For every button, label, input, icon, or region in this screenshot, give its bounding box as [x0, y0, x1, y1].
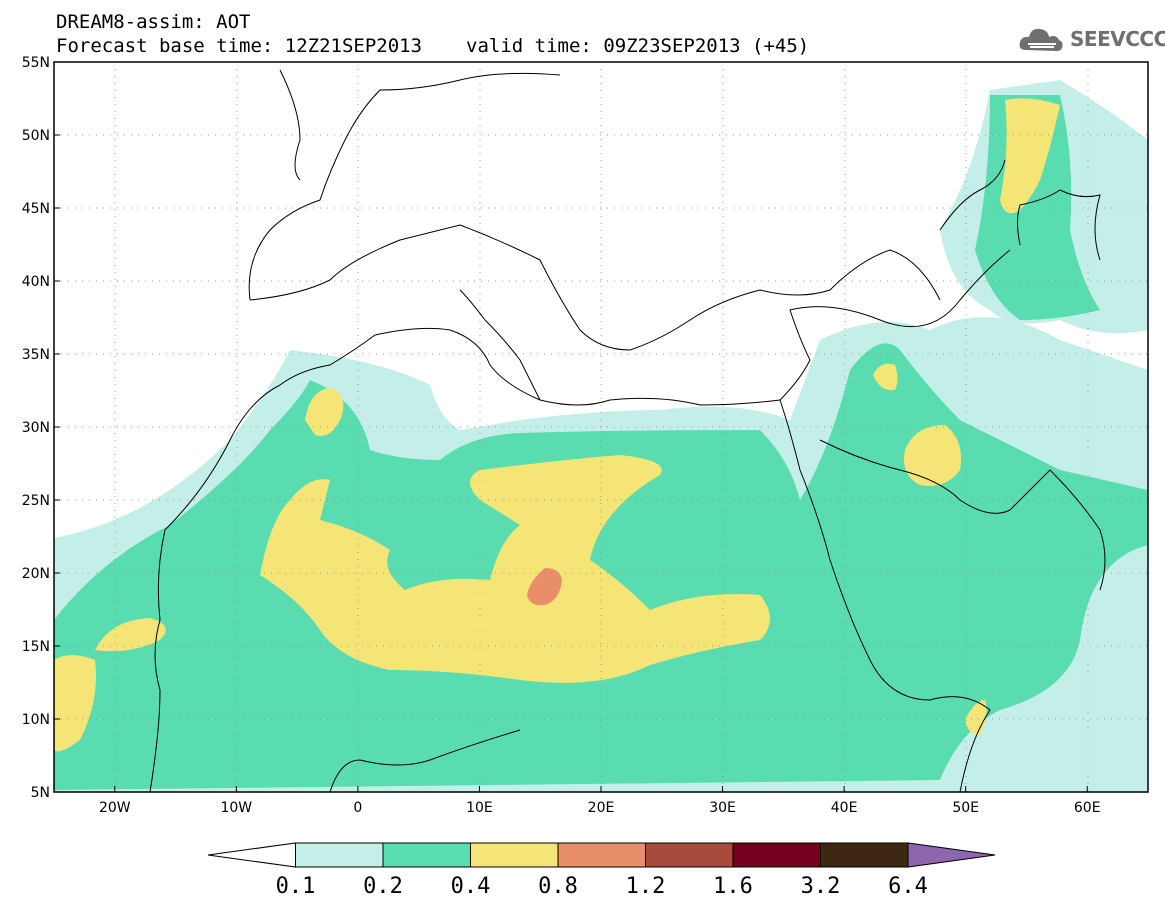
lon-label: 50E [952, 800, 979, 816]
lat-label: 50N [22, 128, 50, 144]
aot-contour-0.4-somalia [965, 700, 987, 735]
aot-contour-0.8-chad [527, 568, 562, 606]
colorbar-label: 0.4 [451, 874, 491, 899]
lon-label: 60E [1074, 800, 1101, 816]
lon-axis: 20W 10W 0 10E 20E 30E 40E 50E 60E [99, 786, 1101, 816]
colorbar-swatch [645, 842, 734, 868]
lat-label: 20N [22, 566, 50, 582]
lat-label: 40N [22, 274, 50, 290]
colorbar-over-triangle [907, 842, 996, 868]
lon-label: 30E [709, 800, 736, 816]
lon-label: 10W [220, 800, 252, 816]
aot-contour-0.4-morocco [305, 388, 344, 436]
colorbar-swatch [820, 842, 909, 868]
lat-label: 5N [31, 785, 50, 801]
aot-contour-0.4-iraq [904, 425, 961, 486]
colorbar-swatch [295, 842, 384, 868]
colorbar-label: 0.8 [538, 874, 578, 899]
valid-time: valid time: 09Z23SEP2013 (+45) [466, 35, 810, 57]
colorbar-label: 0.1 [276, 874, 316, 899]
lat-label: 30N [22, 420, 50, 436]
lat-label: 10N [22, 712, 50, 728]
colorbar-label: 1.2 [626, 874, 666, 899]
aot-contour-0.4-sahel [260, 455, 770, 683]
seevccc-logo: SEEVCCC [1018, 22, 1165, 58]
coastlines [149, 69, 1106, 792]
colorbar-swatch [382, 842, 471, 868]
lat-label: 25N [22, 493, 50, 509]
colorbar: 0.1 0.2 0.4 0.8 1.2 1.6 3.2 6.4 [207, 842, 996, 899]
lon-label: 10E [466, 800, 493, 816]
aot-contour-0.4-west [54, 655, 96, 752]
map-title: DREAM8-assim: AOT [56, 11, 251, 33]
aot-contour-0.4-caspian [1000, 98, 1060, 214]
lon-label: 20W [99, 800, 131, 816]
lat-label: 45N [22, 201, 50, 217]
colorbar-label: 1.6 [713, 874, 753, 899]
colorbar-label: 0.2 [363, 874, 403, 899]
colorbar-swatch [732, 842, 821, 868]
colorbar-label: 6.4 [888, 874, 928, 899]
aot-contour-0.4-senegal [95, 618, 166, 652]
time-line: Forecast base time: 12Z21SEP2013 valid ti… [56, 36, 809, 56]
logo-text: SEEVCCC [1070, 27, 1165, 51]
colorbar-label: 3.2 [801, 874, 841, 899]
lat-label: 15N [22, 639, 50, 655]
lat-label: 35N [22, 347, 50, 363]
aot-contour-0.4-syria [873, 363, 898, 391]
lat-axis: 55N 50N 45N 40N 35N 30N 25N 20N 15N 10N 5N [22, 55, 60, 801]
lat-label: 55N [22, 55, 50, 71]
colorbar-under-triangle [207, 842, 296, 868]
lon-label: 0 [353, 800, 362, 816]
colorbar-swatch [470, 842, 559, 868]
colorbar-swatch [557, 842, 646, 868]
lon-label: 20E [588, 800, 615, 816]
base-time: Forecast base time: 12Z21SEP2013 [56, 35, 423, 57]
cloud-icon [1019, 28, 1063, 51]
lon-label: 40E [831, 800, 858, 816]
